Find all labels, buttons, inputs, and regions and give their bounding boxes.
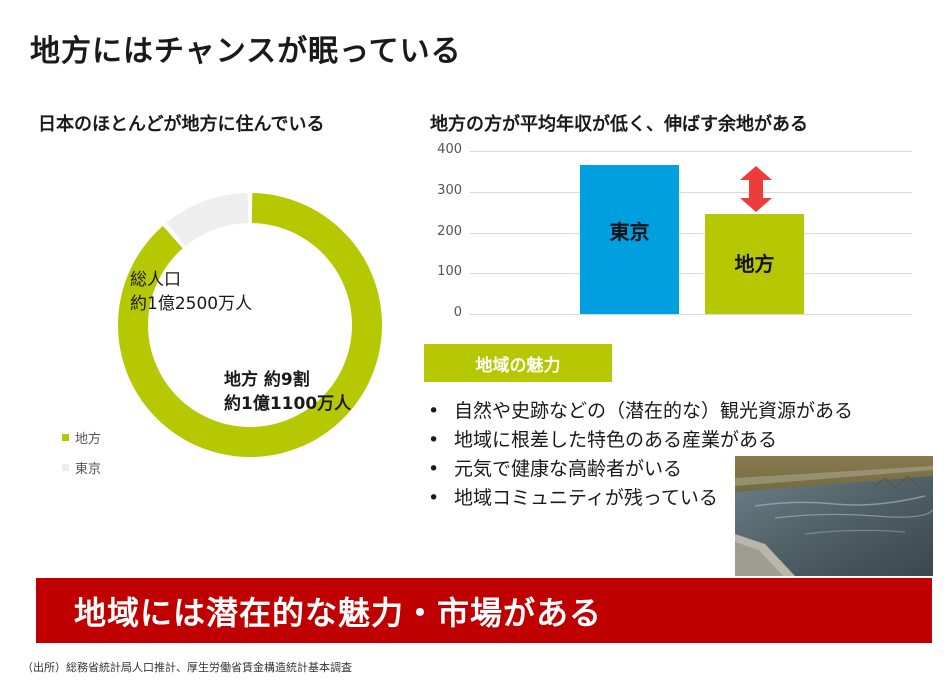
donut-slice-tokyo [166,193,249,247]
total-label-line1: 総人口 [130,270,181,290]
donut-slice-local [117,193,382,457]
conclusion-banner: 地域には潜在的な魅力・市場がある [36,578,932,643]
gridline [470,273,912,274]
bar-tokyo [580,165,679,314]
legend-swatch-tokyo [62,464,69,471]
y-tick-label: 0 [453,305,462,320]
list-item: 元気で健康な高齢者がいる [424,455,853,484]
page-title: 地方にはチャンスが眠っている [30,34,462,69]
legend-item-local: 地方 [62,428,101,447]
y-tick-label: 300 [437,183,462,198]
right-subtitle: 地方の方が平均年収が低く、伸ばす余地がある [430,114,808,135]
local-label-line1: 地方 約9割 [224,370,310,390]
total-population-label: 総人口 約1億2500万人 [130,268,252,316]
bar-local [705,214,804,314]
legend-label-local: 地方 [75,432,102,447]
y-tick-label: 400 [437,142,462,157]
legend-label-tokyo: 東京 [75,462,102,477]
legend-swatch-local [62,434,69,441]
legend-item-tokyo: 東京 [62,458,101,477]
list-item: 自然や史跡などの（潜在的な）観光資源がある [424,397,853,426]
list-item: 地域に根差した特色のある産業がある [424,426,853,455]
total-label-line2: 約1億2500万人 [130,294,253,314]
double-arrow-icon [740,166,772,212]
bar-label: 地方 [734,252,775,276]
appeal-list: 自然や史跡などの（潜在的な）観光資源がある 地域に根差した特色のある産業がある … [424,397,853,513]
gridline [470,233,912,234]
gridline [470,151,912,152]
y-tick-label: 200 [437,224,462,239]
gridline [470,314,912,315]
y-tick-label: 100 [437,264,462,279]
bar-label: 東京 [609,220,650,244]
list-item: 地域コミュニティが残っている [424,484,853,513]
population-donut-chart [117,193,382,457]
local-population-label: 地方 約9割 約1億1100万人 [224,368,351,416]
left-subtitle: 日本のほとんどが地方に住んでいる [38,114,325,135]
source-note: （出所）総務省統計局人口推計、厚生労働省賃金構造統計基本調査 [22,661,352,674]
gridline [470,192,912,193]
appeal-badge: 地域の魅力 [424,344,612,382]
river-photo [735,456,933,576]
local-label-line2: 約1億1100万人 [224,394,352,414]
